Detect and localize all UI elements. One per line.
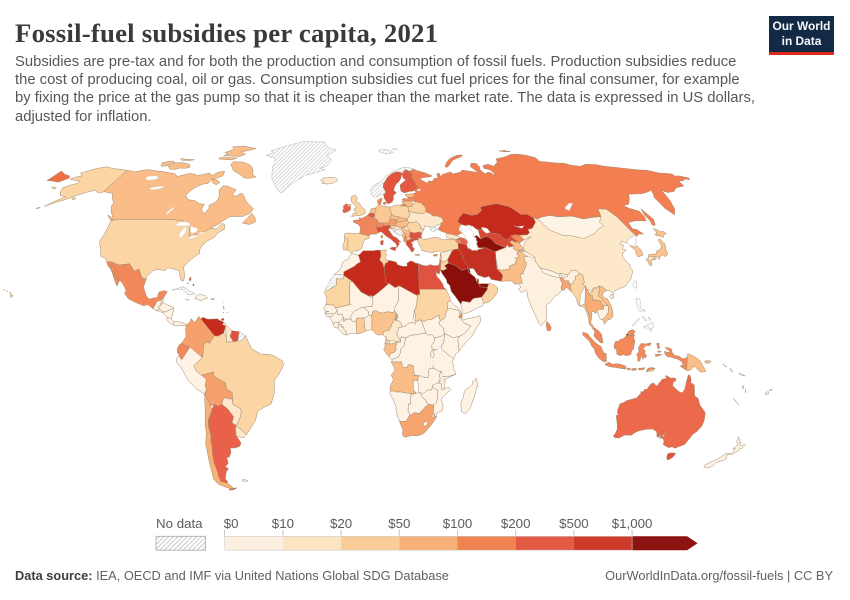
svg-text:No data: No data xyxy=(156,516,203,531)
svg-text:$500: $500 xyxy=(559,516,589,531)
svg-text:$1,000: $1,000 xyxy=(612,516,653,531)
svg-text:$100: $100 xyxy=(443,516,473,531)
svg-text:$10: $10 xyxy=(272,516,294,531)
svg-text:$50: $50 xyxy=(388,516,410,531)
svg-text:$200: $200 xyxy=(501,516,531,531)
svg-text:$20: $20 xyxy=(330,516,352,531)
svg-text:$0: $0 xyxy=(224,516,239,531)
